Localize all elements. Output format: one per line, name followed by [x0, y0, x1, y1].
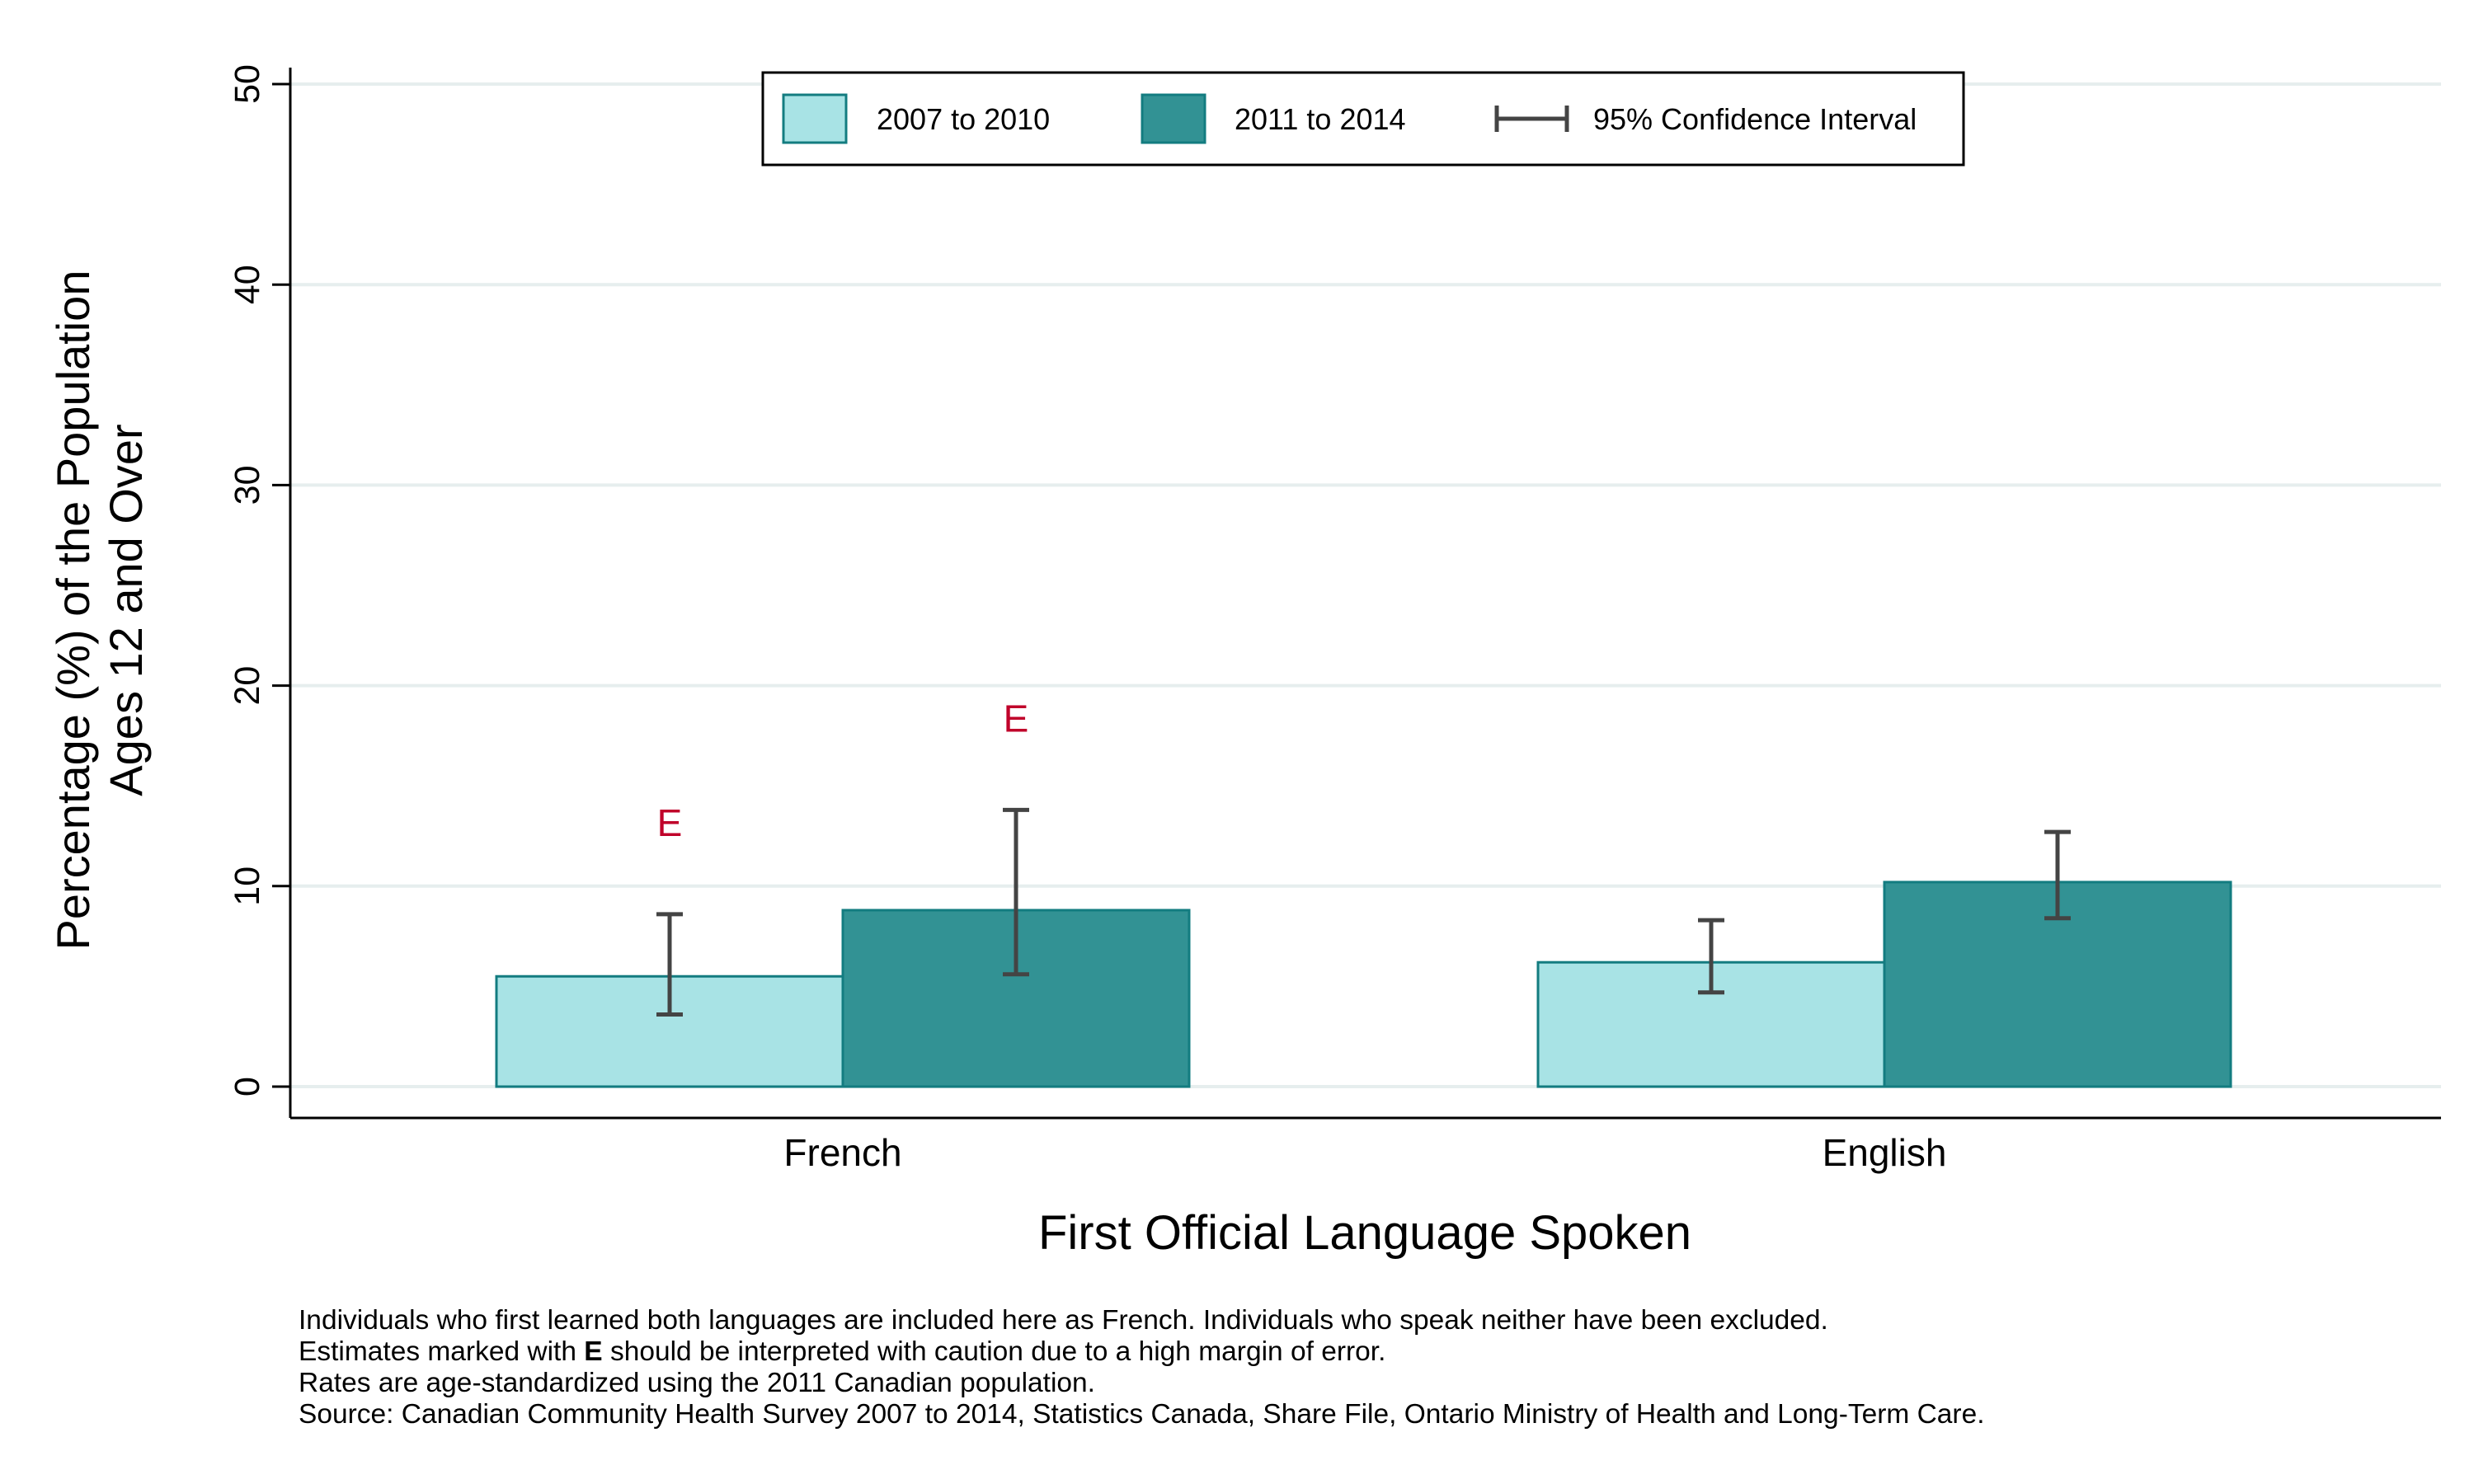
- footnote-age-standardized: Rates are age-standardized using the 201…: [299, 1368, 1095, 1398]
- footnote-source: Source: Canadian Community Health Survey…: [299, 1399, 1985, 1430]
- y-tick-label: 30: [228, 465, 267, 505]
- estimate-flags: EE: [657, 697, 1029, 843]
- legend-swatch: [1141, 93, 1206, 144]
- x-tick-label: French: [783, 1131, 901, 1174]
- footnote-language: Individuals who first learned both langu…: [299, 1305, 1828, 1336]
- legend-label: 2007 to 2010: [877, 102, 1050, 136]
- footnotes: Individuals who first learned both langu…: [299, 1305, 1985, 1430]
- y-axis-title: Percentage (%) of the Population: [47, 270, 99, 951]
- confidence-intervals: [656, 807, 2071, 1017]
- y-tick-label: 10: [228, 866, 267, 906]
- footnote-estimate-post: should be interpreted with caution due t…: [602, 1336, 1386, 1367]
- legend-swatch: [782, 93, 848, 144]
- legend: 2007 to 2010 2011 to 2014 95% Confidence I…: [761, 71, 1965, 167]
- x-axis-title: First Official Language Spoken: [1038, 1206, 1691, 1260]
- axes: 0 10 20 30 40 50 Percentage (%) of the Populat…: [47, 64, 2441, 1260]
- estimate-flag-e: E: [1004, 697, 1029, 740]
- footnote-estimate-bold: E: [584, 1336, 603, 1367]
- y-tick-label: 50: [228, 64, 267, 104]
- legend-label-ci: 95% Confidence Interval: [1593, 102, 1917, 136]
- y-tick-label: 20: [228, 666, 267, 706]
- bars: [495, 881, 2232, 1088]
- footnote-estimate-flag: Estimates marked with E should be interp…: [299, 1336, 1985, 1368]
- y-axis-title: Ages 12 and Over: [100, 424, 152, 796]
- legend-box: [761, 71, 1965, 167]
- legend-label: 2011 to 2014: [1235, 102, 1406, 136]
- y-tick-label: 0: [228, 1077, 267, 1097]
- x-tick-label: English: [1823, 1131, 1947, 1174]
- footnote-estimate-pre: Estimates marked with: [299, 1336, 585, 1367]
- y-tick-label: 40: [228, 265, 267, 304]
- estimate-flag-e: E: [657, 801, 683, 844]
